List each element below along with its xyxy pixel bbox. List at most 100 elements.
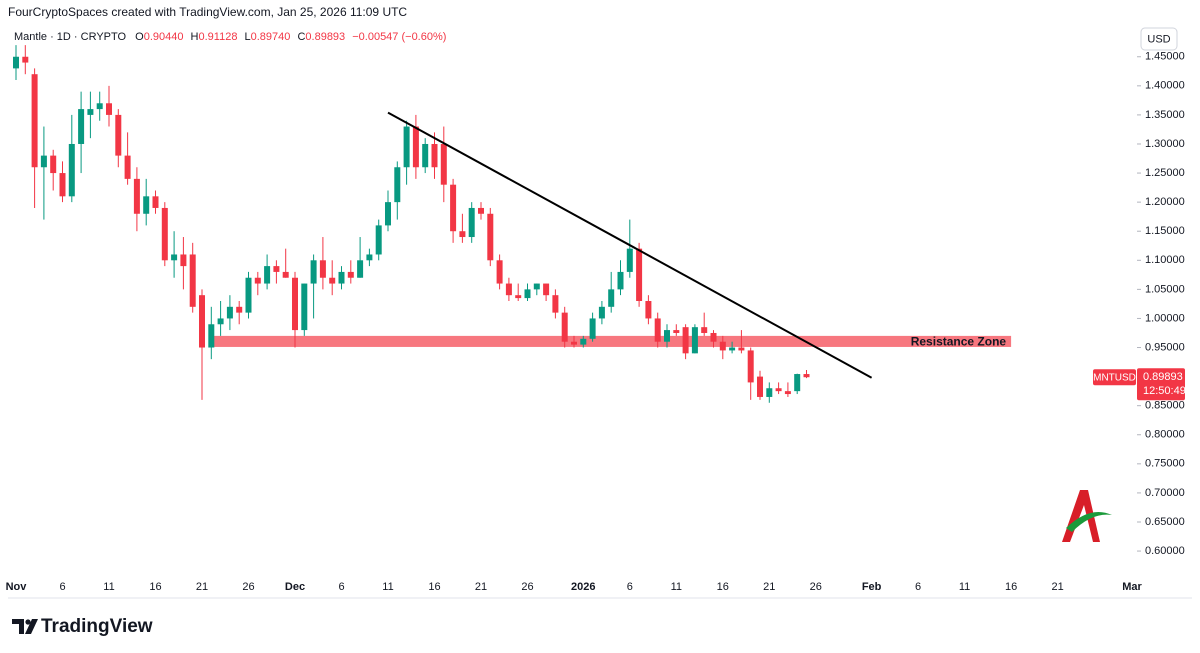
legend-key: O xyxy=(135,31,144,43)
legend-value: 0.91128 xyxy=(198,31,237,43)
candle-body xyxy=(766,388,773,397)
x-tick-label: 11 xyxy=(382,581,393,593)
legend-change: −0.00547 (−0.60%) xyxy=(352,31,446,43)
resistance-zone xyxy=(211,335,1012,347)
candle-body xyxy=(524,289,531,299)
candle-body xyxy=(431,143,438,168)
y-tick-label: 0.75000 xyxy=(1145,458,1185,470)
x-tick-label: 16 xyxy=(1005,581,1017,593)
x-tick-label: 6 xyxy=(59,581,65,593)
candle-body xyxy=(13,56,19,69)
y-tick-label: 0.80000 xyxy=(1145,429,1185,441)
candle-body xyxy=(282,271,289,278)
trendline xyxy=(387,111,873,379)
x-tick-label: Mar xyxy=(1122,581,1142,593)
logo-shape xyxy=(1066,511,1112,532)
candle-body xyxy=(598,306,605,319)
currency[interactable]: USD xyxy=(1147,33,1170,45)
candle-body xyxy=(440,143,447,185)
candle-body xyxy=(478,207,484,214)
candle-body xyxy=(180,254,187,267)
candle-body xyxy=(459,231,466,238)
logo-icon xyxy=(25,619,31,625)
candle-body xyxy=(199,295,205,348)
candle-body xyxy=(422,143,429,168)
candle-body xyxy=(608,289,615,307)
candle-body xyxy=(50,155,57,174)
candle-body xyxy=(589,318,596,339)
candle-body xyxy=(533,283,540,290)
candle-body xyxy=(412,126,419,168)
legend-value: 0.89893 xyxy=(305,31,345,43)
symbol-label: MNTUSD xyxy=(1093,372,1136,383)
candle-body xyxy=(171,254,178,261)
legend-key: H xyxy=(191,31,199,43)
x-tick-label: 6 xyxy=(627,581,633,593)
x-tick-label: 21 xyxy=(196,581,208,593)
legend-symbol: Mantle · 1D · CRYPTO xyxy=(14,31,127,43)
candle-body xyxy=(152,196,159,208)
price-label: 0.89893 xyxy=(1143,371,1183,383)
candle-body xyxy=(189,254,196,307)
candle-body xyxy=(691,327,698,354)
candle-body xyxy=(515,295,522,299)
candle-body xyxy=(357,260,364,278)
candle-body xyxy=(403,126,410,168)
currency-box[interactable] xyxy=(1140,27,1178,51)
y-tick-label: 1.30000 xyxy=(1145,138,1185,150)
candle-body xyxy=(347,271,354,278)
x-tick-label: 2026 xyxy=(571,581,595,593)
legend-key: C xyxy=(297,31,305,43)
x-tick-label: 26 xyxy=(242,581,254,593)
candle-body xyxy=(329,277,336,284)
candle-body xyxy=(636,248,643,301)
candle-body xyxy=(747,350,754,383)
candle-body xyxy=(710,332,717,342)
candle-body xyxy=(208,324,215,348)
candle-body xyxy=(664,330,670,342)
watermark-logo xyxy=(1062,490,1112,542)
y-tick-label: 1.10000 xyxy=(1145,254,1185,266)
candle-body xyxy=(385,202,391,226)
y-tick-label: 1.05000 xyxy=(1145,283,1185,295)
candle-body xyxy=(571,341,577,345)
candle-body xyxy=(738,347,745,351)
candle-body xyxy=(31,74,38,168)
candle-body xyxy=(87,109,94,115)
candle-body xyxy=(682,327,689,354)
candle-body xyxy=(115,114,122,156)
candle-body xyxy=(468,207,475,238)
candle-body xyxy=(645,301,652,319)
candle-body xyxy=(552,295,559,313)
candle-body xyxy=(394,167,401,203)
candle-body xyxy=(729,347,736,351)
y-tick-label: 1.40000 xyxy=(1145,80,1185,92)
x-tick-label: Dec xyxy=(285,581,305,593)
x-tick-label: 16 xyxy=(717,581,729,593)
y-tick-label: 1.35000 xyxy=(1145,109,1185,121)
candle-body xyxy=(543,283,550,296)
x-tick-label: Feb xyxy=(862,581,882,593)
y-tick-label: 1.25000 xyxy=(1145,167,1185,179)
candle-body xyxy=(292,277,298,331)
candle-body xyxy=(701,327,708,333)
candle-body xyxy=(487,213,494,261)
candle-body xyxy=(338,271,345,284)
candle-body xyxy=(40,155,47,168)
candle-body xyxy=(496,260,503,284)
candle-body xyxy=(96,103,103,110)
x-tick-label: 11 xyxy=(671,581,682,593)
candle-body xyxy=(775,388,782,392)
y-tick-label: 0.95000 xyxy=(1145,341,1185,353)
candle-body xyxy=(78,109,85,144)
y-tick-label: 1.15000 xyxy=(1145,225,1185,237)
plot: Resistance Zone xyxy=(13,45,1012,403)
candle-body xyxy=(226,306,233,319)
candle-body xyxy=(654,318,661,342)
y-tick-label: 1.45000 xyxy=(1145,51,1185,63)
logo-text: TradingView xyxy=(41,616,153,637)
countdown-label: 12:50:49 xyxy=(1143,385,1186,397)
legend: Mantle · 1D · CRYPTO O0.90440 H0.91128 L… xyxy=(14,31,446,43)
